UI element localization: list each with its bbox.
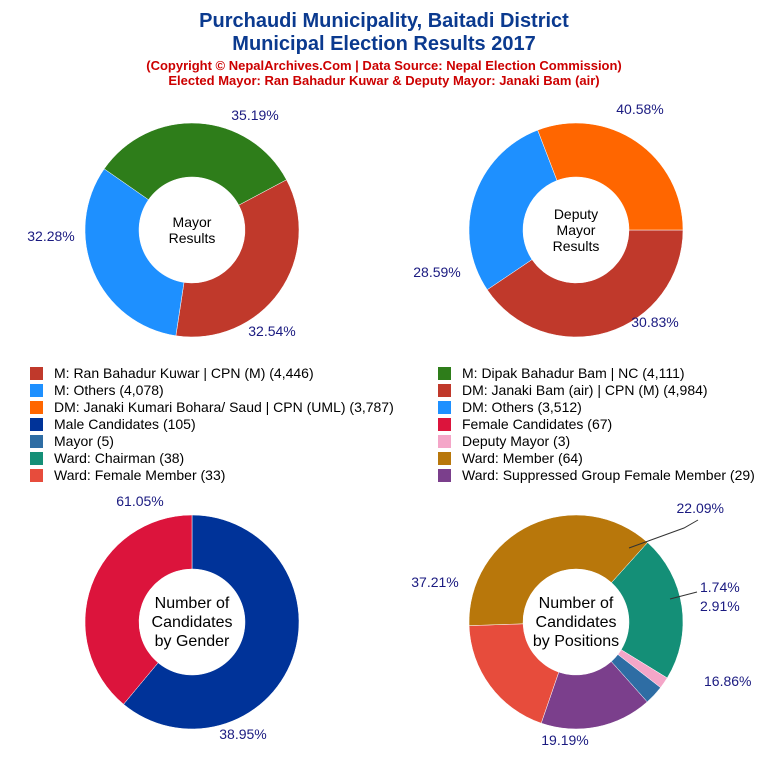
center-label-3-1: Number of bbox=[155, 595, 230, 612]
legend-label: Ward: Suppressed Group Female Member (29… bbox=[462, 467, 755, 483]
legend-label: Ward: Female Member (33) bbox=[54, 467, 226, 483]
legend-swatch bbox=[438, 367, 451, 380]
slice-4-1 bbox=[611, 542, 684, 679]
legend-swatch bbox=[438, 418, 451, 431]
center-label-1-1: Mayor bbox=[173, 214, 212, 230]
donut-chart-3: 61.05% 38.95% Number of Candidates by Gender bbox=[84, 493, 300, 742]
center-label-4-2: Candidates bbox=[536, 614, 617, 631]
page-title: Purchaudi Municipality, Baitadi District bbox=[199, 10, 569, 32]
leader-line-ward-chairman bbox=[628, 519, 699, 549]
percent-label-4-1: 22.09% bbox=[677, 500, 724, 516]
legend-label: Female Candidates (67) bbox=[462, 416, 613, 432]
legend: M: Ran Bahadur Kuwar | CPN (M) (4,446) M:… bbox=[0, 365, 768, 483]
percent-label-4-6: 37.21% bbox=[411, 574, 458, 590]
legend-label: Male Candidates (105) bbox=[54, 416, 196, 432]
percent-label-1-3: 32.54% bbox=[248, 323, 295, 339]
legend-swatch bbox=[438, 452, 451, 465]
center-label-2-1: Deputy bbox=[554, 206, 598, 222]
slice-3-2 bbox=[84, 514, 193, 705]
percent-label-1-2: 32.28% bbox=[27, 228, 74, 244]
legend-label: M: Dipak Bahadur Bam | NC (4,111) bbox=[462, 365, 685, 381]
legend-swatch bbox=[30, 452, 43, 465]
center-label-4-1: Number of bbox=[539, 595, 614, 612]
percent-label-4-3: 2.91% bbox=[700, 598, 740, 614]
center-label-1-2: Results bbox=[169, 230, 216, 246]
slice-1-3 bbox=[103, 122, 287, 206]
page-title-line2: Municipal Election Results 2017 bbox=[232, 33, 536, 55]
center-label-2-2: Mayor bbox=[557, 222, 596, 238]
percent-label-3-2: 38.95% bbox=[219, 726, 266, 742]
legend-swatch bbox=[30, 401, 43, 414]
legend-swatch bbox=[30, 367, 43, 380]
legend-swatch bbox=[438, 469, 451, 482]
slice-1-2 bbox=[84, 168, 185, 337]
legend-label: DM: Others (3,512) bbox=[462, 399, 582, 415]
legend-label: Deputy Mayor (3) bbox=[462, 433, 571, 449]
legend-swatch bbox=[30, 418, 43, 431]
percent-label-4-4: 16.86% bbox=[704, 673, 751, 689]
percent-label-1-1: 35.19% bbox=[231, 107, 278, 123]
legend-swatch bbox=[438, 401, 451, 414]
legend-label: M: Ran Bahadur Kuwar | CPN (M) (4,446) bbox=[54, 365, 314, 381]
leader-line-deputy-mayor bbox=[669, 591, 698, 600]
percent-label-2-2: 28.59% bbox=[413, 264, 460, 280]
slice-3-1 bbox=[123, 514, 300, 730]
percent-label-2-1: 40.58% bbox=[616, 101, 663, 117]
elected-subtitle: Elected Mayor: Ran Bahadur Kuwar & Deput… bbox=[168, 73, 600, 88]
slice-2-1 bbox=[486, 229, 684, 338]
percent-label-4-5: 19.19% bbox=[541, 732, 588, 748]
legend-swatch bbox=[30, 384, 43, 397]
slice-1-1 bbox=[175, 179, 300, 338]
legend-label: DM: Janaki Bam (air) | CPN (M) (4,984) bbox=[462, 382, 708, 398]
legend-label: Ward: Chairman (38) bbox=[54, 450, 185, 466]
legend-swatch bbox=[438, 435, 451, 448]
legend-label: Mayor (5) bbox=[54, 433, 114, 449]
legend-label: M: Others (4,078) bbox=[54, 382, 164, 398]
center-label-4-3: by Positions bbox=[533, 633, 619, 650]
center-label-3-2: Candidates bbox=[152, 614, 233, 631]
copyright-subtitle: (Copyright © NepalArchives.Com | Data So… bbox=[146, 58, 622, 73]
legend-label: Ward: Member (64) bbox=[462, 450, 583, 466]
legend-label: DM: Janaki Kumari Bohara/ Saud | CPN (UM… bbox=[54, 399, 394, 415]
legend-swatch bbox=[30, 469, 43, 482]
center-label-3-3: by Gender bbox=[155, 633, 230, 650]
legend-swatch bbox=[30, 435, 43, 448]
slice-2-2 bbox=[468, 129, 558, 291]
donut-chart-4: 22.09% 1.74% 2.91% 16.86% 19.19% 37.21% Number… bbox=[411, 500, 751, 748]
center-label-2-3: Results bbox=[553, 238, 600, 254]
slice-4-6 bbox=[468, 514, 648, 626]
slice-2-3 bbox=[537, 122, 684, 231]
percent-label-2-3: 30.83% bbox=[631, 314, 678, 330]
percent-label-3-1: 61.05% bbox=[116, 493, 163, 509]
legend-swatch bbox=[438, 384, 451, 397]
percent-label-4-2: 1.74% bbox=[700, 579, 740, 595]
